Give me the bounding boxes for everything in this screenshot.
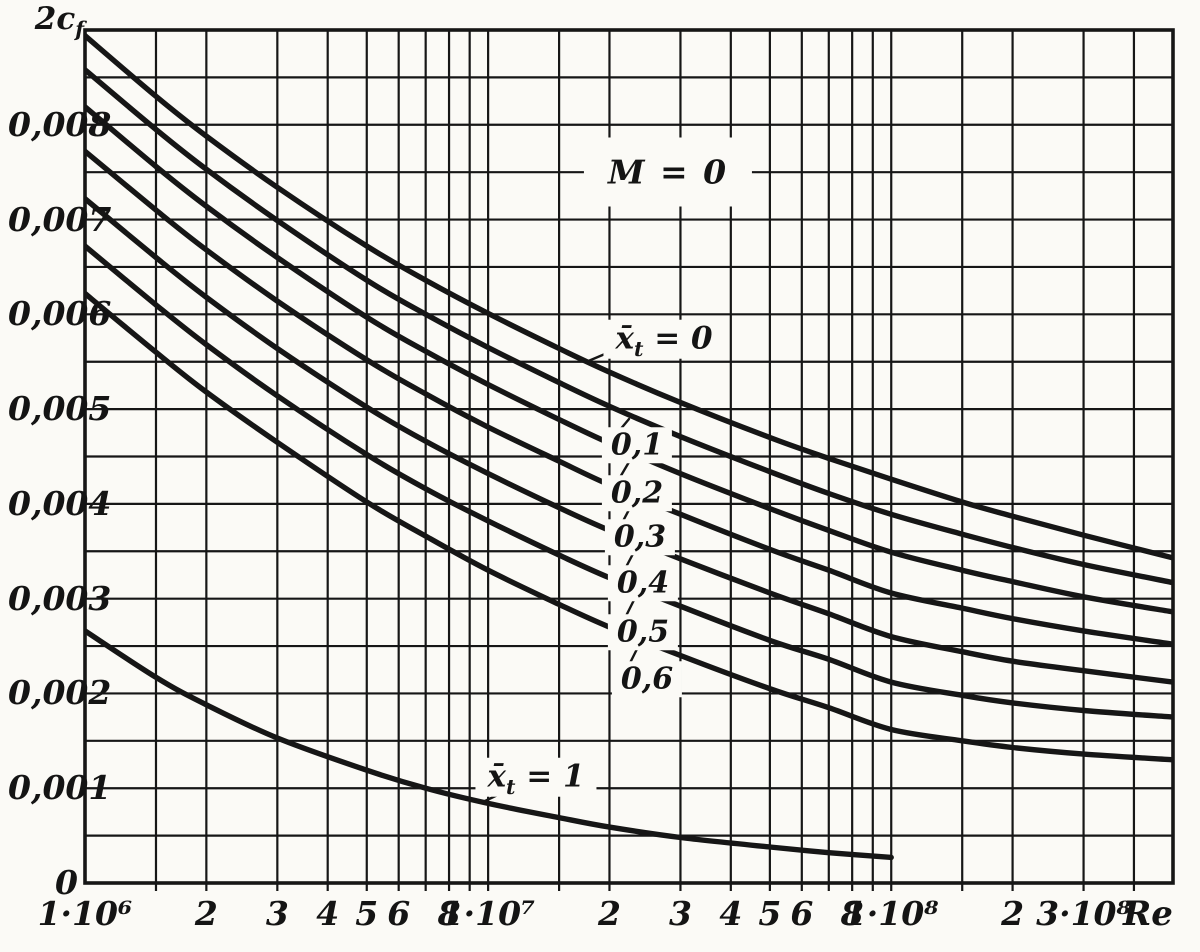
- curve-label-xt-0-5: 0,5: [607, 614, 679, 650]
- x-tick-label: 8: [437, 894, 461, 933]
- label-text: 0,6: [620, 661, 674, 697]
- curve-label-xt-0-1: 0,1: [601, 427, 673, 463]
- y-tick-label: 0,001: [8, 768, 112, 808]
- x-tick-label: 5: [355, 894, 379, 933]
- curve-label-xt-0-3: 0,3: [604, 519, 676, 555]
- curve-label-xt-1: x̄t = 1: [475, 757, 597, 799]
- label-text: 0,4: [616, 565, 670, 601]
- x-tick-label: 4: [316, 894, 340, 933]
- y-tick-label: 0,002: [8, 673, 112, 713]
- x-tick-label: 2: [1001, 894, 1025, 933]
- x-tick-label: 6: [387, 894, 411, 933]
- y-tick-label: 0,004: [8, 483, 112, 523]
- x-tick-label: 2: [597, 894, 621, 933]
- label-text: 0,5: [616, 614, 670, 650]
- x-tick-label: 1·10⁶: [37, 894, 133, 933]
- x-axis-unit-label: Re: [1123, 894, 1173, 934]
- y-tick-label: 0,006: [8, 294, 112, 334]
- x-tick-label: 4: [719, 894, 743, 933]
- y-tick-label: 0: [55, 863, 78, 902]
- x-tick-label: 1·10⁷: [440, 894, 536, 933]
- x-tick-label: 5: [758, 894, 782, 933]
- curve-xt-0-5: [85, 243, 1173, 720]
- curve-label-xt-0: x̄t = 0: [603, 319, 725, 361]
- x-tick-label: 2: [194, 894, 218, 933]
- subscript-text: t: [505, 774, 516, 799]
- x-tick-label: 3: [265, 894, 289, 933]
- curve-label-xt-0-4: 0,4: [607, 565, 679, 601]
- x-tick-label: 8: [840, 894, 864, 933]
- x-tick-label: 1·10⁸: [843, 894, 939, 933]
- curve-xt-0-6: [85, 290, 1173, 763]
- x-tick-label: 3·10⁸: [1036, 894, 1131, 933]
- x-tick-label: 6: [790, 894, 814, 933]
- plot-frame: [83, 28, 1175, 885]
- subscript-text: f: [75, 17, 84, 42]
- label-text: 0,1: [610, 427, 664, 463]
- y-tick-label: 0,008: [8, 104, 112, 144]
- mach-number-annotation: M = 0: [583, 137, 753, 207]
- label-text: x̄: [615, 320, 634, 357]
- label-text: 0,2: [610, 475, 664, 511]
- subscript-text: t: [633, 336, 644, 361]
- label-text: = 0: [643, 320, 713, 357]
- x-tick-label: 3: [668, 894, 692, 933]
- y-tick-label: 0,003: [8, 578, 112, 618]
- y-tick-label: 0,007: [8, 199, 112, 239]
- label-text: x̄: [487, 758, 506, 795]
- curve-label-xt-0-6: 0,6: [611, 661, 683, 697]
- curve-label-xt-0-2: 0,2: [601, 475, 673, 511]
- label-text: 0,3: [613, 519, 667, 555]
- curve-xt-0: [85, 33, 1173, 561]
- y-axis-title: 2cf: [12, 1, 84, 39]
- label-text: 2c: [34, 1, 76, 37]
- y-tick-label: 0,005: [8, 389, 112, 429]
- label-text: = 1: [515, 758, 585, 795]
- curve-xt-0-1: [85, 67, 1173, 586]
- curve-xt-1: [85, 628, 894, 861]
